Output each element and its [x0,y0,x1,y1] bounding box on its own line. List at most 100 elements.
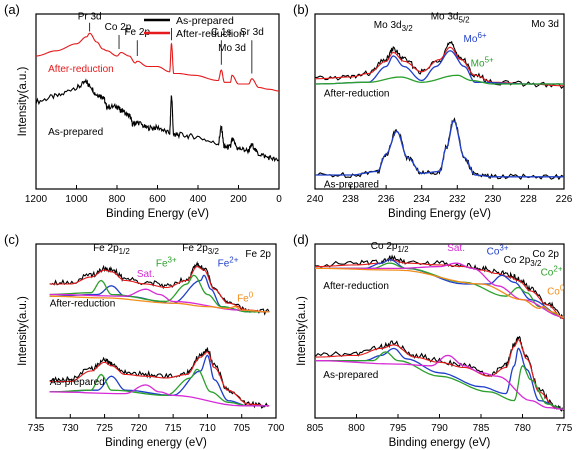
panel-label: (a) [4,2,20,17]
annotation-asprepared: As-prepared [323,370,378,381]
x-tick-label: 230 [485,194,502,205]
annotation-fe2p12: Fe 2p1/2 [93,243,130,256]
series-line-co0 [315,267,565,318]
y-axis-label: Intensity(a.u.) [296,296,308,366]
x-tick-label: 232 [449,194,466,205]
annotation-sat: Sat. [447,243,465,254]
annotation-co3: Co3+ [487,243,509,257]
x-tick-label: 234 [413,194,430,205]
annotation-co0: Co0 [547,283,565,297]
x-axis-label: Binding Energy (eV) [106,208,209,220]
legend-entry: After-reduction [176,28,245,40]
x-tick-label: 715 [165,423,182,434]
annotation-sr3d: Sr 3d [240,27,264,38]
x-tick-label: 710 [199,423,216,434]
x-axis-label: Binding Energy (eV) [388,208,491,220]
x-tick-label: 400 [190,194,207,205]
annotation-mo6: Mo6+ [464,31,487,45]
series-line-2-1 [49,266,270,313]
annotation-afterreduction: After-reduction [48,64,114,75]
legend-entry: As-prepared [176,15,234,27]
annotation-c1s: C 1s [211,27,232,38]
annotation-afterreduction: After-reduction [50,299,116,310]
x-tick-label: 236 [378,194,395,205]
panel-label: (c) [4,232,19,247]
x-tick-label: 800 [348,423,365,434]
x-tick-label: 226 [556,194,573,205]
series-line-co3 [315,259,565,318]
annotation-sat: Sat. [137,269,155,280]
series-line-2-7 [49,351,270,407]
series-line-mo5 [314,74,564,85]
x-tick-label: 1000 [65,194,88,205]
x-tick-label: 800 [109,194,126,205]
x-axis-label: Binding energy (eV) [389,437,491,449]
panel-label: (b) [293,2,309,17]
x-tick-label: 780 [514,423,531,434]
x-tick-label: 795 [390,423,407,434]
series-line-2-9 [49,368,270,407]
series-line-3-8 [315,347,565,410]
series-line-co2 [315,262,565,318]
x-tick-label: 725 [96,423,113,434]
plot-frame [314,243,565,419]
annotation-asprepared: As-prepared [48,127,103,138]
chart-panel-d: 805 800 795 790 785 780 775 Binding energy (eV)… [293,232,573,449]
x-tick-label: 240 [307,194,324,205]
panel-title: Co 2p [532,249,559,260]
x-tick-label: 200 [230,194,247,205]
x-tick-label: 720 [131,423,148,434]
plot-frame [35,13,280,190]
plot-frame [314,13,565,190]
chart-panel-b: 240 238 236 234 232 230 228 226 Binding Energy (… [293,2,573,220]
x-tick-label: 730 [62,423,79,434]
series-line-1-5 [315,119,564,178]
x-tick-label: 228 [520,194,537,205]
annotation-mo3d52: Mo 3d5/2 [431,11,470,24]
annotation-fe2p32: Fe 2p3/2 [182,243,219,256]
x-tick-label: 600 [149,194,166,205]
annotation-mo3d32: Mo 3d3/2 [374,20,413,33]
x-tick-label: 805 [307,423,324,434]
panel-title: Mo 3d [531,19,559,30]
annotation-fe3: Fe3+ [156,256,177,270]
series-line-3-9 [315,351,565,410]
x-tick-label: 785 [473,423,490,434]
annotation-afterreduction: After-reduction [324,88,390,99]
series-line-2-10 [49,384,270,407]
x-tick-label: 0 [276,194,282,205]
series-line-1-4 [315,117,565,181]
annotation-mo3d: Mo 3d [218,43,246,54]
y-axis-label: Intensity(a.u.) [17,296,29,366]
x-tick-label: 735 [28,423,45,434]
annotation-asprepared: As-prepared [50,377,105,388]
panel-label: (d) [293,232,309,247]
annotation-co2p12: Co 2p1/2 [371,241,409,254]
x-tick-label: 705 [233,423,250,434]
x-tick-label: 775 [556,423,573,434]
annotation-afterreduction: After-reduction [323,281,389,292]
x-tick-label: 790 [431,423,448,434]
x-tick-label: 1200 [25,194,48,205]
x-tick-label: 700 [268,423,285,434]
panel-title: Fe 2p [245,249,271,260]
annotation-fe2: Fe2+ [218,256,239,270]
series-line-2-8 [49,354,270,407]
series-line-asprepared [35,78,280,163]
annotation-co2p: Co 2p [105,22,132,33]
annotation-mo5: Mo5+ [471,56,494,70]
annotation-fe2p: Fe 2p [124,27,150,38]
annotation-pr3d: Pr 3d [78,11,102,22]
series-line-3-10 [314,354,565,410]
plot-frame [35,243,277,419]
annotation-co2: Co2+ [541,264,563,278]
chart-panel-c: 735 730 725 720 715 710 705 700 Binding energy (… [4,232,285,449]
annotation-asprepared: As-prepared [324,179,379,190]
x-tick-label: 238 [342,194,359,205]
y-axis-label: Intensity(a.u.) [17,66,29,136]
annotation-co2p32: Co 2p3/2 [504,255,542,268]
chart-panel-a: 1200 1000 800 600 400 200 0 Binding Energy (eV)… [4,2,282,220]
annotation-fe0: Fe0 [237,290,254,304]
series-line-1-1 [314,46,565,87]
